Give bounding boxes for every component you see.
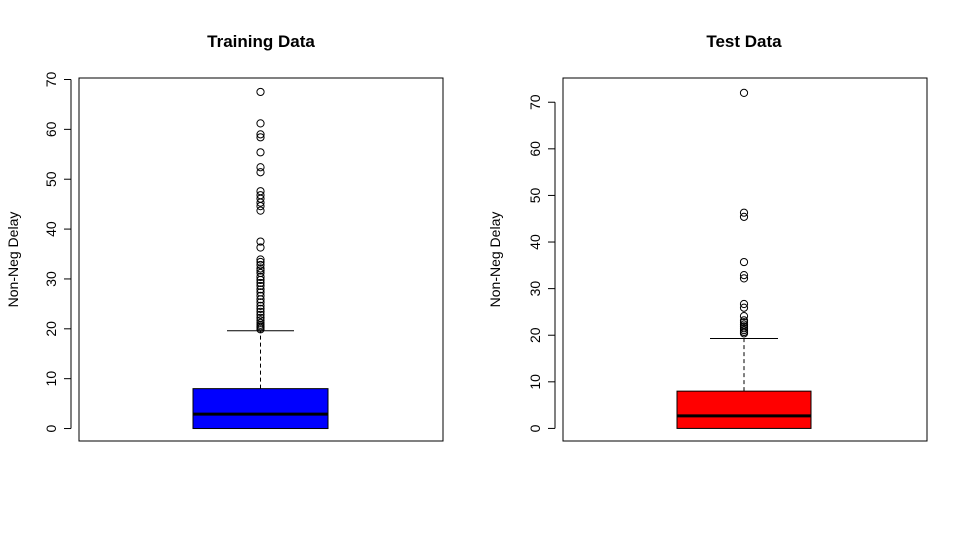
panel1-outlier-point: [256, 260, 265, 270]
panel2-outlier-point: [739, 303, 749, 312]
panel2-y-tick-label: 10: [527, 374, 543, 390]
panel1-outlier-point: [256, 266, 265, 275]
panel1-outlier-point: [256, 275, 265, 285]
panel1-y-tick-label: 40: [43, 221, 59, 237]
panel1-outlier-point: [256, 318, 265, 327]
panel1-outlier-point: [256, 307, 265, 316]
panel2-y-tick-label: 20: [527, 327, 543, 343]
panel1-outlier-point: [256, 255, 265, 264]
panel1-outlier-point: [256, 281, 265, 291]
panel1-y-axis-label: Non-Neg Delay: [5, 212, 21, 308]
panel2-outlier-point: [739, 257, 749, 267]
panel1-outlier-point: [256, 304, 265, 313]
panel1-outlier-point: [256, 295, 265, 304]
panel1-outlier-point: [256, 206, 265, 215]
panel2-box: [676, 390, 812, 429]
panel1-y-tick-label: 60: [43, 121, 59, 137]
panel1-outlier-point: [256, 278, 265, 288]
panel1-outlier-point: [256, 285, 265, 294]
panel1-outlier-point: [256, 310, 265, 319]
panel1-outlier-point: [256, 298, 265, 307]
panel1-outlier-point: [256, 272, 265, 282]
panel1-outlier-point: [256, 198, 265, 207]
panel1-outlier-point: [256, 325, 265, 334]
panel1-box: [192, 388, 329, 430]
panel2-outlier-point: [739, 329, 749, 338]
panel2-y-tick-label: 0: [527, 424, 543, 432]
panel2-outlier-point: [739, 271, 749, 280]
panel1-y-tick-label: 20: [43, 321, 59, 337]
panel1-outlier-point: [256, 163, 265, 172]
panel2-outlier-point: [739, 318, 749, 327]
panel1-plot-frame: [78, 77, 444, 442]
panel1-outlier-point: [256, 130, 265, 139]
panel2-y-tick-label: 70: [527, 94, 543, 110]
panel1-outlier-point: [256, 301, 265, 310]
panel2-plot-frame: [562, 77, 928, 442]
panel1-outlier-point: [256, 133, 265, 142]
panel1-outlier-point: [256, 243, 265, 252]
panel1-outlier-point: [256, 168, 265, 177]
panel1-y-tick-label: 10: [43, 371, 59, 387]
panel1-outlier-point: [256, 237, 265, 246]
panel2-outlier-point: [739, 274, 749, 283]
panel2-chart-title: Test Data: [706, 32, 782, 51]
panel1-outlier-point: [256, 257, 265, 267]
panel1-outlier-point: [256, 264, 265, 273]
panel1-outlier-point: [256, 291, 265, 300]
panel2-y-axis-label: Non-Neg Delay: [487, 212, 503, 308]
panel2-y-tick-label: 60: [527, 141, 543, 157]
panel2-y-tick-label: 40: [527, 234, 543, 250]
panel2-outlier-point: [739, 88, 749, 98]
panel1-chart-title: Training Data: [207, 32, 315, 51]
panel2-outlier-point: [739, 208, 749, 217]
panel1-y-tick-label: 30: [43, 271, 59, 287]
panel1-y-tick-label: 70: [43, 71, 59, 87]
panel2-y-tick-label: 30: [527, 281, 543, 297]
panel1-outlier-point: [256, 119, 265, 128]
panel1-outlier-point: [256, 202, 265, 211]
panel1-outlier-point: [256, 87, 265, 97]
panel2-y-tick-label: 50: [527, 187, 543, 203]
panel2-outlier-point: [739, 212, 749, 221]
panel2-outlier-point: [739, 312, 749, 321]
panel1-y-tick-label: 50: [43, 171, 59, 187]
panel2-outlier-point: [739, 299, 749, 309]
panel1-outlier-point: [256, 148, 265, 157]
panel1-y-tick-label: 0: [43, 424, 59, 432]
